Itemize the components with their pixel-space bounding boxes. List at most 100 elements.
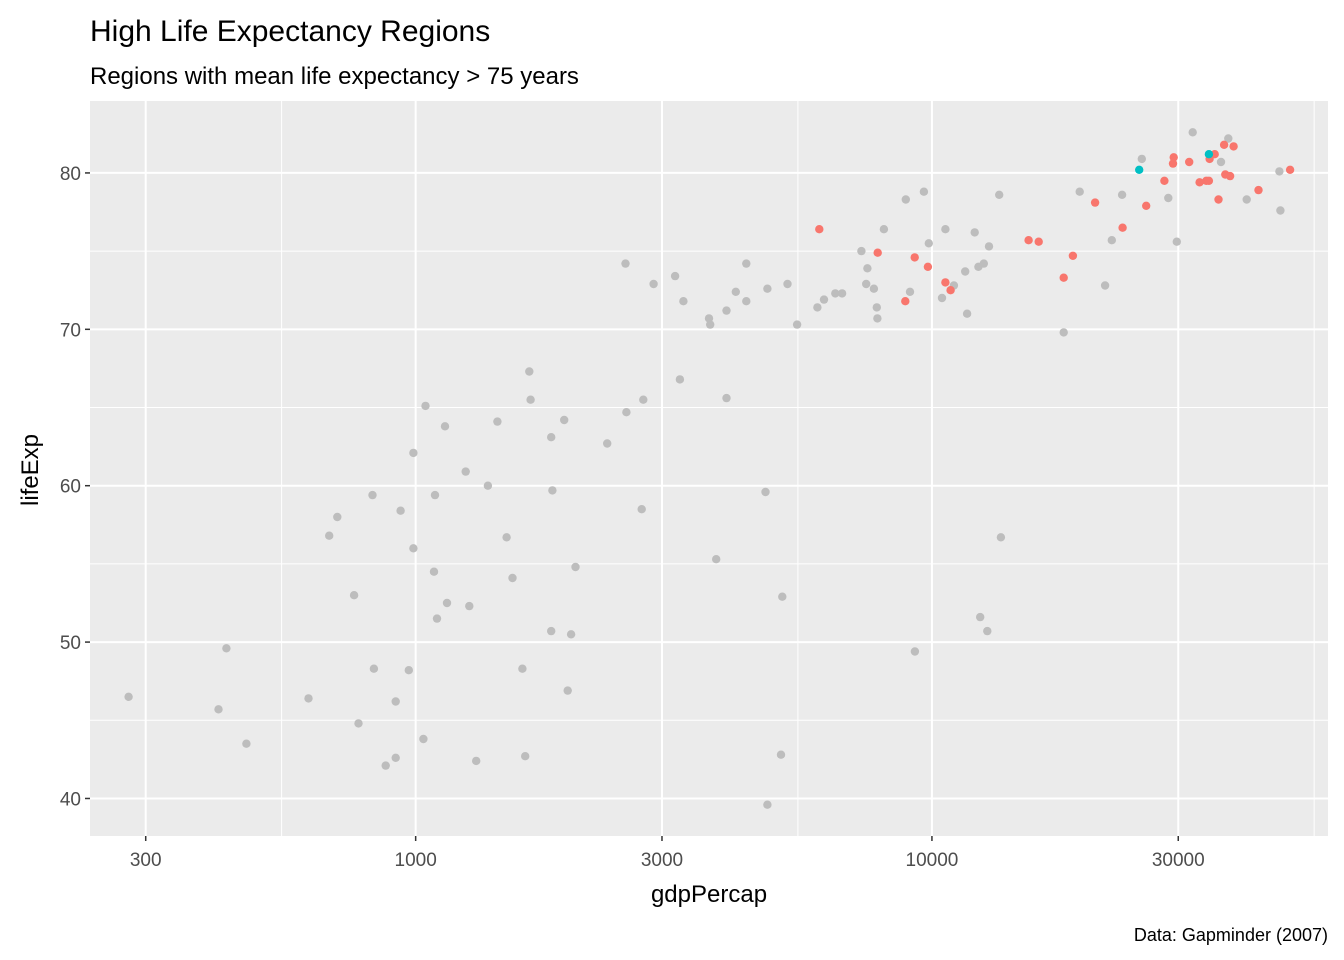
chart-caption: Data: Gapminder (2007) xyxy=(1134,925,1328,945)
data-point xyxy=(869,284,879,293)
data-point xyxy=(941,225,950,234)
data-point xyxy=(508,573,517,583)
data-point xyxy=(857,246,866,256)
data-point xyxy=(325,531,334,540)
data-point xyxy=(1117,190,1127,199)
x-tick-label: 30000 xyxy=(1152,850,1205,871)
data-point xyxy=(1068,251,1078,260)
data-point xyxy=(970,228,979,237)
major-gridlines xyxy=(90,101,1328,836)
data-point xyxy=(722,306,731,315)
data-point xyxy=(1034,237,1043,246)
data-point xyxy=(409,544,418,553)
data-point xyxy=(547,433,556,442)
data-point xyxy=(831,289,840,298)
data-point xyxy=(905,287,915,296)
data-point xyxy=(1242,195,1251,204)
data-point xyxy=(571,562,580,572)
data-point xyxy=(333,512,342,522)
data-point xyxy=(712,555,721,564)
data-point xyxy=(813,303,822,312)
data-point xyxy=(222,644,231,653)
data-point xyxy=(1275,167,1284,176)
data-point xyxy=(783,279,792,289)
data-point xyxy=(391,697,400,706)
data-point xyxy=(502,533,511,542)
data-point xyxy=(1172,237,1182,246)
data-point xyxy=(369,664,379,673)
data-point xyxy=(901,195,910,204)
data-point xyxy=(815,225,824,234)
data-point xyxy=(1204,176,1214,185)
data-point xyxy=(862,279,871,289)
data-point xyxy=(910,253,919,262)
data-point xyxy=(396,506,405,515)
data-point xyxy=(1225,171,1235,181)
data-point xyxy=(526,395,535,404)
plot-panel xyxy=(90,101,1328,836)
data-point xyxy=(1185,157,1194,167)
data-point xyxy=(996,533,1006,542)
data-point xyxy=(872,303,881,312)
data-point xyxy=(639,395,648,404)
minor-gridlines xyxy=(90,101,1328,836)
data-point xyxy=(946,286,955,295)
x-tick-label: 3000 xyxy=(641,850,683,871)
y-axis-ticks: 40 50 60 70 80 xyxy=(60,164,90,810)
y-tick-label: 70 xyxy=(60,320,81,341)
data-point xyxy=(493,417,502,426)
y-tick-label: 50 xyxy=(60,633,81,654)
data-point xyxy=(919,187,929,196)
data-point xyxy=(242,739,251,748)
y-tick-label: 80 xyxy=(60,164,81,185)
data-point xyxy=(483,481,493,490)
data-point xyxy=(863,264,872,273)
data-point xyxy=(1100,281,1110,290)
data-point xyxy=(1195,178,1204,187)
data-point xyxy=(1285,165,1295,174)
data-point xyxy=(778,592,787,601)
data-point xyxy=(742,297,751,306)
data-point xyxy=(1160,176,1169,185)
data-point xyxy=(962,309,972,318)
data-point xyxy=(525,367,534,376)
data-point xyxy=(1224,134,1233,143)
data-point xyxy=(429,567,439,576)
data-point xyxy=(1214,195,1223,204)
y-tick-label: 40 xyxy=(60,789,81,810)
data-points xyxy=(124,128,1295,809)
data-point xyxy=(472,756,481,766)
data-point xyxy=(984,242,994,251)
x-tick-label: 300 xyxy=(130,850,162,871)
data-point xyxy=(1135,165,1144,174)
data-point xyxy=(819,295,829,304)
data-point xyxy=(560,415,569,425)
data-point xyxy=(421,401,430,411)
data-point xyxy=(518,664,527,673)
data-point xyxy=(792,320,802,329)
data-point xyxy=(873,314,882,323)
data-point xyxy=(1219,140,1229,149)
data-point xyxy=(1254,185,1263,195)
data-point xyxy=(837,289,847,298)
data-point xyxy=(214,705,223,714)
data-point xyxy=(937,293,947,303)
data-point xyxy=(722,393,731,403)
data-point xyxy=(742,259,751,268)
data-point xyxy=(670,271,680,281)
data-point xyxy=(1229,142,1238,151)
data-point xyxy=(873,248,882,257)
data-point xyxy=(304,694,313,703)
data-point xyxy=(763,800,772,809)
data-point xyxy=(354,719,363,728)
chart-title: High Life Expectancy Regions xyxy=(90,15,490,48)
data-point xyxy=(409,448,418,458)
x-tick-label: 10000 xyxy=(906,850,959,871)
data-point xyxy=(879,225,889,234)
data-point xyxy=(1169,153,1178,162)
data-point xyxy=(548,486,557,495)
data-point xyxy=(1075,187,1084,196)
data-point xyxy=(649,279,658,289)
chart-subtitle: Regions with mean life expectancy > 75 y… xyxy=(90,63,579,90)
